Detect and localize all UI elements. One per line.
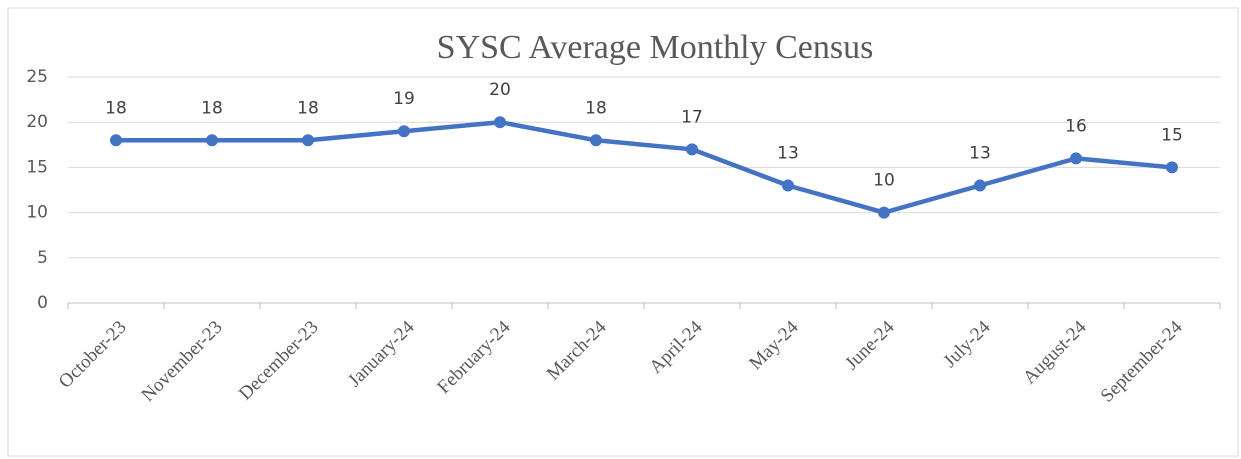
data-point [686, 143, 698, 156]
y-tick-label: 15 [26, 157, 48, 177]
data-label: 19 [393, 89, 415, 109]
data-point [590, 134, 602, 147]
data-label: 18 [585, 98, 607, 118]
data-point [878, 206, 890, 219]
data-label: 15 [1161, 125, 1183, 145]
data-label: 10 [873, 171, 895, 191]
chart-title: SYSC Average Monthly Census [437, 29, 874, 66]
data-point [206, 134, 218, 147]
data-point [1166, 161, 1178, 174]
data-point [494, 116, 506, 129]
data-label: 17 [681, 107, 703, 127]
data-point [398, 125, 410, 138]
data-point [110, 134, 122, 147]
data-label: 20 [489, 80, 511, 100]
data-point [782, 179, 794, 192]
series-line [116, 119, 1173, 215]
data-point [302, 134, 314, 147]
data-point [1070, 152, 1082, 165]
y-tick-label: 10 [26, 203, 48, 223]
data-point [974, 179, 986, 192]
data-label: 16 [1065, 116, 1087, 136]
data-label: 13 [777, 143, 799, 163]
data-label: 18 [297, 98, 319, 118]
data-label: 18 [105, 98, 127, 118]
y-tick-label: 5 [37, 248, 48, 268]
y-tick-label: 25 [26, 67, 48, 87]
y-tick-label: 0 [37, 293, 48, 313]
data-label: 18 [201, 98, 223, 118]
data-label: 13 [969, 143, 991, 163]
chart-frame [7, 7, 1239, 457]
y-tick-label: 20 [26, 112, 48, 132]
